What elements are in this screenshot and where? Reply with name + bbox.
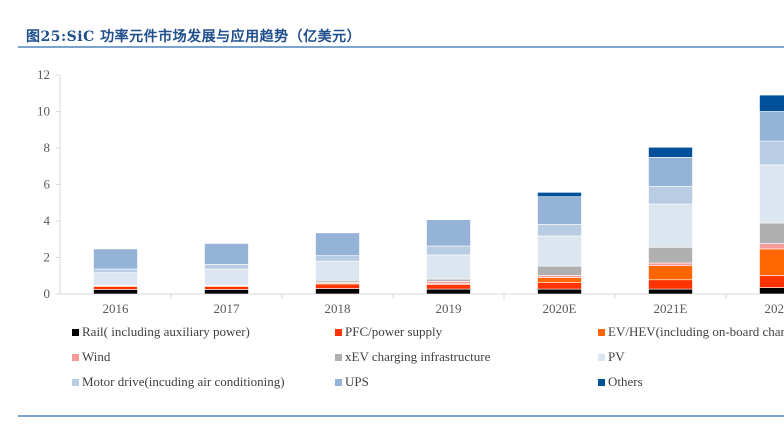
bar-segment [537, 223, 582, 237]
legend-swatch [335, 353, 342, 361]
bar-segment [537, 192, 582, 198]
bar-segment [204, 264, 249, 270]
y-tick-label: 6 [44, 177, 51, 192]
bar-segment [648, 279, 693, 290]
y-tick-label: 10 [37, 104, 50, 119]
bar-segment [759, 94, 784, 112]
y-tick-label: 4 [44, 213, 51, 228]
bar-segment [537, 275, 582, 278]
x-tick-label: 2017 [214, 301, 241, 316]
legend-label: Motor drive(incuding air conditioning) [82, 374, 285, 389]
bar-segment [759, 140, 784, 166]
legend-label: Wind [82, 349, 111, 364]
bar-segment [315, 283, 360, 289]
y-tick-label: 8 [44, 140, 51, 155]
legend-item: xEV charging infrastructure [335, 349, 490, 365]
bar-segment [648, 203, 693, 248]
legend-label: EV/HEV(including on-board charger) [608, 324, 784, 339]
legend-label: PV [608, 349, 625, 364]
y-tick-label: 0 [44, 286, 51, 301]
bar-segment [426, 219, 471, 247]
x-tick-label: 2020E [543, 301, 577, 316]
bar-segment [537, 265, 582, 276]
legend-label: PFC/power supply [345, 324, 443, 339]
legend-swatch [72, 353, 79, 361]
bar-segment [648, 265, 693, 281]
bar-segment [315, 260, 360, 281]
legend-item: PV [598, 349, 625, 365]
bar-segment [315, 288, 360, 295]
bar-segment [426, 281, 471, 285]
y-tick-label: 2 [44, 250, 51, 265]
bar-segment [93, 286, 138, 290]
bar-segment [315, 232, 360, 256]
bar-segment [426, 278, 471, 282]
legend-swatch [598, 328, 605, 336]
x-tick-label: 2016 [103, 301, 130, 316]
bar-segment [759, 164, 784, 224]
bar-segment [759, 248, 784, 276]
legend-swatch [335, 328, 342, 336]
x-tick-label: 2019 [436, 301, 462, 316]
bar-segment [93, 248, 138, 270]
bar-segment [426, 288, 471, 295]
bar-segment [537, 288, 582, 295]
bar-segment [204, 268, 249, 286]
legend-item: Wind [72, 349, 110, 365]
y-tick-label: 12 [37, 67, 50, 82]
bar-segment [93, 289, 138, 295]
bar-segment [648, 157, 693, 187]
bar-segment [537, 277, 582, 283]
legend-item: UPS [335, 374, 369, 390]
bar-segment [759, 243, 784, 250]
legend-label: Others [608, 374, 643, 389]
x-tick-label: 2022E [765, 301, 784, 316]
legend-label: Rail( including auxiliary power) [82, 324, 250, 339]
bar-segment [759, 111, 784, 142]
legend-item: Others [598, 374, 643, 390]
bar-segment [648, 262, 693, 267]
bar-segment [426, 254, 471, 280]
legend-swatch [72, 378, 79, 386]
bar-segment [315, 255, 360, 262]
stacked-bar-chart: 0 2 4 6 8 10 12 2016 2017 2018 2019 2020E 2021E 2022E [37, 67, 784, 316]
bar-segment [648, 186, 693, 205]
legend-swatch [598, 378, 605, 386]
bar-segment [537, 196, 582, 225]
bar-segment [93, 268, 138, 273]
legend-item: Motor drive(incuding air conditioning) [72, 374, 285, 390]
bar-segment [759, 287, 784, 295]
footer-divider [18, 415, 784, 417]
bar-segment [204, 286, 249, 290]
bar-segment [204, 243, 249, 265]
x-tick-label: 2021E [654, 301, 688, 316]
legend-swatch [335, 378, 342, 386]
bar-segment [426, 284, 471, 290]
legend-swatch [598, 353, 605, 361]
legend-item: PFC/power supply [335, 324, 442, 340]
legend-swatch [72, 328, 79, 336]
legend-label: xEV charging infrastructure [345, 349, 491, 364]
bar-segment [648, 246, 693, 264]
bar-segment [648, 288, 693, 295]
bar-segment [759, 275, 784, 288]
title-divider [18, 46, 784, 48]
legend-label: UPS [345, 374, 369, 389]
bar-segment [759, 222, 784, 244]
bar-segment [204, 289, 249, 295]
bar-segment [537, 235, 582, 267]
bar-segment [648, 146, 693, 158]
x-tick-label: 2018 [325, 301, 351, 316]
figure-title: 图25:SiC 功率元件市场发展与应用趋势（亿美元） [26, 29, 362, 45]
bar-segment [426, 245, 471, 256]
legend-item: EV/HEV(including on-board charger) [598, 324, 784, 340]
bar-segment [537, 282, 582, 290]
bar-segment [93, 272, 138, 286]
legend-item: Rail( including auxiliary power) [72, 324, 250, 340]
